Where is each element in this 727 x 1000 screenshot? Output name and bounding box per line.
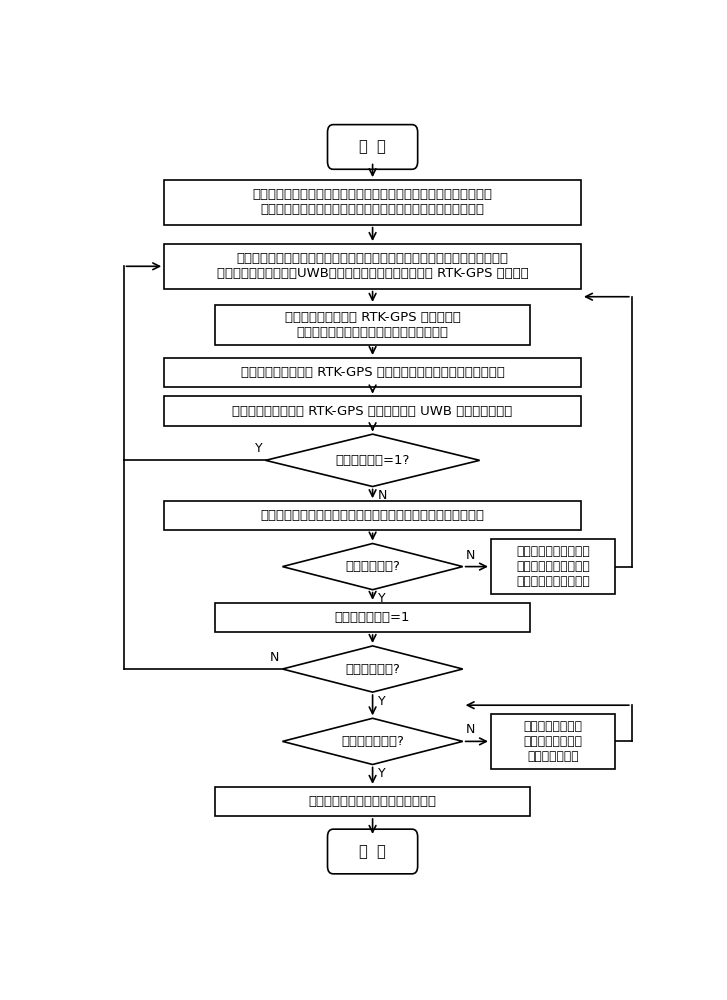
Text: N: N [465,723,475,736]
Text: 置探测覆盖标志=1: 置探测覆盖标志=1 [335,611,410,624]
Text: 探测覆盖标志=1?: 探测覆盖标志=1? [335,454,410,467]
Text: 探测控制主机根据飞行速度、高度和天线波束角计算探测覆盖率: 探测控制主机根据飞行速度、高度和天线波束角计算探测覆盖率 [260,509,485,522]
Bar [164,180,581,225]
Bar [491,539,615,594]
Text: Y: Y [378,767,386,780]
FancyBboxPatch shape [327,829,417,874]
Text: 覆盖率满足否?: 覆盖率满足否? [345,560,400,573]
Bar [215,787,531,816]
Bar [164,358,581,387]
Text: Y: Y [378,592,386,605]
Text: N: N [270,651,280,664]
Bar [164,396,581,426]
Polygon shape [282,646,463,692]
Text: 各探测分机在约定的 RTK-GPS 脉冲时刻进行脉冲电磁感应同步探测: 各探测分机在约定的 RTK-GPS 脉冲时刻进行脉冲电磁感应同步探测 [241,366,505,379]
Text: 各探测分机在约定的 RTK-GPS 脉冲时刻进行 UWB 雷达波同步探测: 各探测分机在约定的 RTK-GPS 脉冲时刻进行 UWB 雷达波同步探测 [233,405,513,418]
Text: 探测控制主机向各探测分机发送同步探测指令并控制其按设置参数飞行，在指
令中约定天然电磁场、UWB雷达波、脉冲电磁感应探测的 RTK-GPS 脉冲位置: 探测控制主机向各探测分机发送同步探测指令并控制其按设置参数飞行，在指 令中约定天… [217,252,529,280]
Text: 完成规划航线数?: 完成规划航线数? [341,735,404,748]
Text: 探测控制主机根据探测任务进行航线规划，设置默认飞行参数、探测
覆盖率和探测覆盖标志，控制各探测分机到达首条航线起始位置: 探测控制主机根据探测任务进行航线规划，设置默认飞行参数、探测 覆盖率和探测覆盖标… [252,188,493,216]
FancyBboxPatch shape [327,125,417,169]
Bar [164,501,581,530]
Text: 快速返回开始探测前的起飞位置降落: 快速返回开始探测前的起飞位置降落 [308,795,437,808]
Text: 结  束: 结 束 [359,844,386,859]
Text: 开  始: 开 始 [359,139,386,154]
Text: 更换航线并快速到
达其起始位置且清
除探测覆盖标志: 更换航线并快速到 达其起始位置且清 除探测覆盖标志 [523,720,582,763]
Text: 各探测分机在约定的 RTK-GPS 脉冲时刻与
探测控制主机一起进行天然电磁场同步探测: 各探测分机在约定的 RTK-GPS 脉冲时刻与 探测控制主机一起进行天然电磁场同… [285,311,460,339]
Text: Y: Y [378,695,386,708]
Text: N: N [378,489,387,502]
Text: Y: Y [255,442,262,455]
Polygon shape [282,544,463,590]
Text: 计算并设置飞行速度、
高度，控制各探测分机
快速返回航线起始位置: 计算并设置飞行速度、 高度，控制各探测分机 快速返回航线起始位置 [516,545,590,588]
Text: N: N [465,549,475,562]
Polygon shape [282,718,463,764]
Bar [491,714,615,769]
Polygon shape [265,434,480,487]
Bar [164,244,581,289]
Text: 到达航线终点?: 到达航线终点? [345,663,400,676]
Bar [215,603,531,632]
Bar [215,305,531,345]
